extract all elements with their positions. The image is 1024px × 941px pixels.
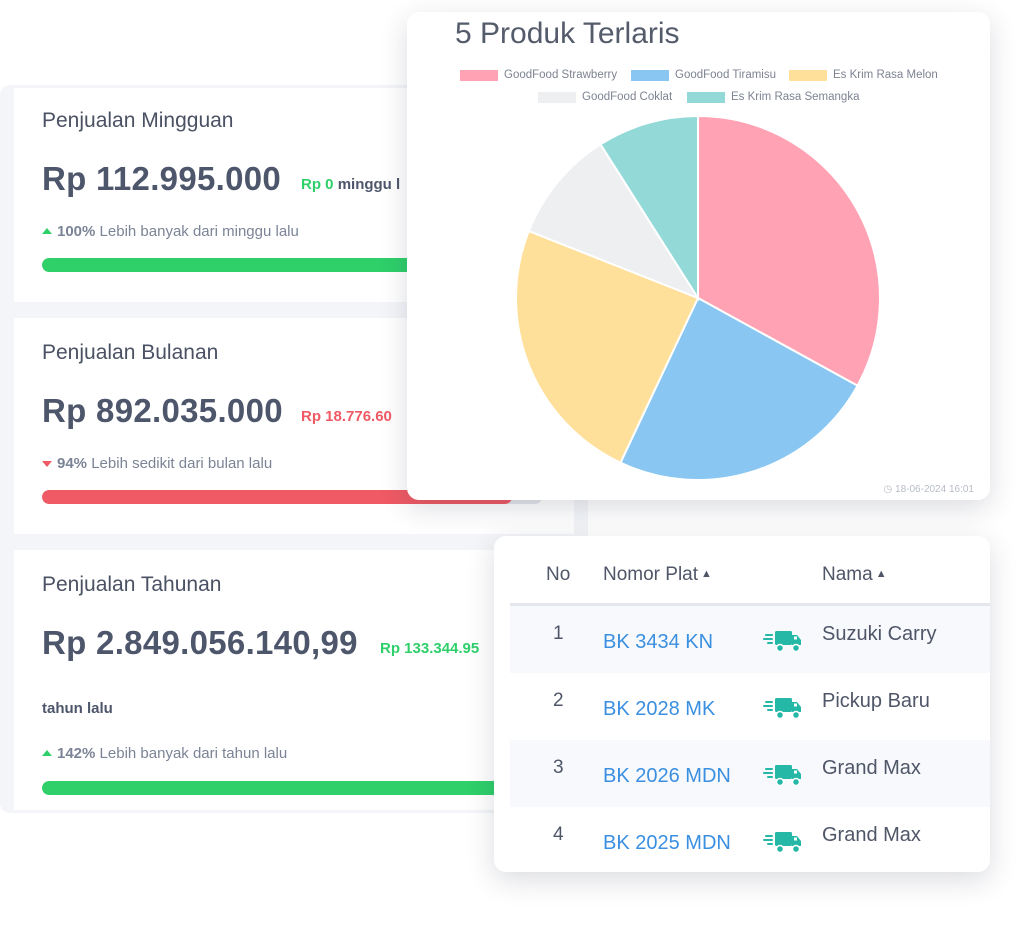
legend-label: GoodFood Tiramisu — [675, 69, 776, 81]
monthly-progress-fill — [42, 490, 512, 504]
pie-slice-goodfood-tiramisu[interactable] — [619, 296, 859, 481]
vehicle-name: Suzuki Carry — [822, 623, 937, 645]
delivery-truck-icon — [763, 628, 803, 659]
monthly-compare: 94% Lebih sedikit dari bulan lalu — [42, 455, 272, 472]
weekly-compare: 100% Lebih banyak dari minggu lalu — [42, 223, 299, 240]
plate-link[interactable]: BK 2026 MDN — [603, 765, 731, 787]
monthly-delta-value: Rp 18.776.60 — [301, 408, 392, 425]
delivery-truck-icon — [763, 695, 803, 726]
yearly-compare-text: Lebih banyak dari tahun lalu — [99, 745, 288, 762]
table-row[interactable]: 4 BK 2025 MDN Grand Max — [510, 807, 990, 872]
timestamp-text: 18-06-2024 16:01 — [895, 484, 974, 495]
caret-up-icon — [42, 228, 52, 234]
legend-item-strawberry[interactable]: GoodFood Strawberry — [460, 69, 617, 81]
legend-swatch — [789, 69, 827, 81]
legend-item-coklat[interactable]: GoodFood Coklat — [538, 91, 672, 103]
plate-link[interactable]: BK 2025 MDN — [603, 832, 731, 854]
column-header-no: No — [546, 564, 571, 585]
weekly-percent: 100% — [57, 223, 96, 240]
yearly-progress-fill — [42, 781, 542, 795]
chart-timestamp: ◷ 18-06-2024 16:01 — [884, 484, 974, 495]
weekly-sales-amount: Rp 112.995.000 — [42, 160, 282, 197]
plate-link[interactable]: BK 3434 KN — [603, 631, 714, 653]
weekly-sales-title: Penjualan Mingguan — [42, 109, 234, 132]
monthly-sales-amount: Rp 892.035.000 — [42, 392, 283, 429]
yearly-sales-card: Penjualan Tahunan Rp 2.849.056.140,99 Rp… — [14, 550, 574, 810]
legend-swatch — [538, 91, 576, 103]
weekly-delta-value: Rp 0 — [301, 176, 334, 193]
yearly-sales-title: Penjualan Tahunan — [42, 573, 222, 596]
yearly-sales-amount: Rp 2.849.056.140,99 — [42, 624, 358, 661]
legend-label: GoodFood Coklat — [582, 91, 673, 103]
plate-link[interactable]: BK 2028 MK — [603, 698, 716, 720]
table-header-divider — [510, 603, 990, 606]
vehicle-name: Grand Max — [822, 757, 921, 779]
pie-slice-es-krim-rasa-melon[interactable] — [515, 229, 700, 465]
legend-swatch — [687, 91, 725, 103]
legend-label: Es Krim Rasa Melon — [833, 69, 938, 81]
legend-item-semangka[interactable]: Es Krim Rasa Semangka — [687, 91, 859, 103]
legend-item-melon[interactable]: Es Krim Rasa Melon — [789, 69, 938, 81]
legend-label: GoodFood Strawberry — [504, 69, 618, 81]
yearly-delta-value: Rp 133.344.95 — [380, 640, 480, 657]
vehicle-name: Grand Max — [822, 824, 921, 846]
caret-up-icon — [42, 750, 52, 756]
row-number: 2 — [553, 690, 564, 711]
yearly-compare: 142% Lebih banyak dari tahun lalu — [42, 745, 287, 762]
weekly-compare-text: Lebih banyak dari minggu lalu — [99, 223, 299, 240]
yearly-progress-bar — [42, 781, 542, 795]
legend-label: Es Krim Rasa Semangka — [731, 91, 860, 103]
yearly-period-text: tahun lalu — [42, 700, 113, 717]
weekly-delta: Rp 0 minggu l — [301, 176, 400, 193]
column-header-name-label: Nama — [822, 564, 873, 585]
sort-icon[interactable]: ▲︎ — [875, 568, 887, 580]
legend-swatch — [631, 69, 669, 81]
weekly-delta-suffix: minggu l — [337, 176, 401, 193]
table-row[interactable]: 2 BK 2028 MK Pickup Baru — [510, 673, 990, 740]
caret-down-icon — [42, 461, 52, 467]
monthly-percent: 94% — [57, 455, 88, 472]
pie-slice-es-krim-rasa-semangka[interactable] — [599, 114, 699, 302]
row-number: 4 — [553, 824, 564, 845]
table-row[interactable]: 1 BK 3434 KN Suzuki Carry — [510, 606, 990, 673]
clock-icon: ◷ — [883, 484, 893, 495]
column-header-plate-label: Nomor Plat — [603, 564, 699, 585]
monthly-sales-title: Penjualan Bulanan — [42, 341, 219, 364]
pie-slice-goodfood-coklat[interactable] — [527, 142, 701, 301]
legend-swatch — [460, 69, 498, 81]
sort-icon[interactable]: ▲︎ — [701, 568, 712, 580]
vehicle-table-card: No Nomor Plat ▲︎ Nama ▲︎ 1 BK 3434 KN Suzu… — [494, 536, 990, 872]
delivery-truck-icon — [763, 829, 803, 860]
table-row[interactable]: 3 BK 2026 MDN Grand Max — [510, 740, 990, 807]
monthly-compare-text: Lebih sedikit dari bulan lalu — [91, 455, 273, 472]
legend-item-tiramisu[interactable]: GoodFood Tiramisu — [631, 69, 776, 81]
row-number: 1 — [553, 623, 564, 644]
chart-title: 5 Produk Terlaris — [455, 17, 680, 50]
yearly-percent: 142% — [57, 745, 96, 762]
pie-chart — [515, 114, 881, 481]
row-number: 3 — [553, 757, 564, 778]
pie-slice-goodfood-strawberry[interactable] — [697, 114, 881, 388]
delivery-truck-icon — [763, 762, 803, 793]
vehicle-name: Pickup Baru — [822, 690, 930, 712]
column-header-plate[interactable]: Nomor Plat ▲︎ — [603, 564, 712, 586]
column-header-name[interactable]: Nama ▲︎ — [822, 564, 887, 586]
top-products-chart-card: 5 Produk Terlaris GoodFood Strawberry Go… — [407, 12, 990, 500]
